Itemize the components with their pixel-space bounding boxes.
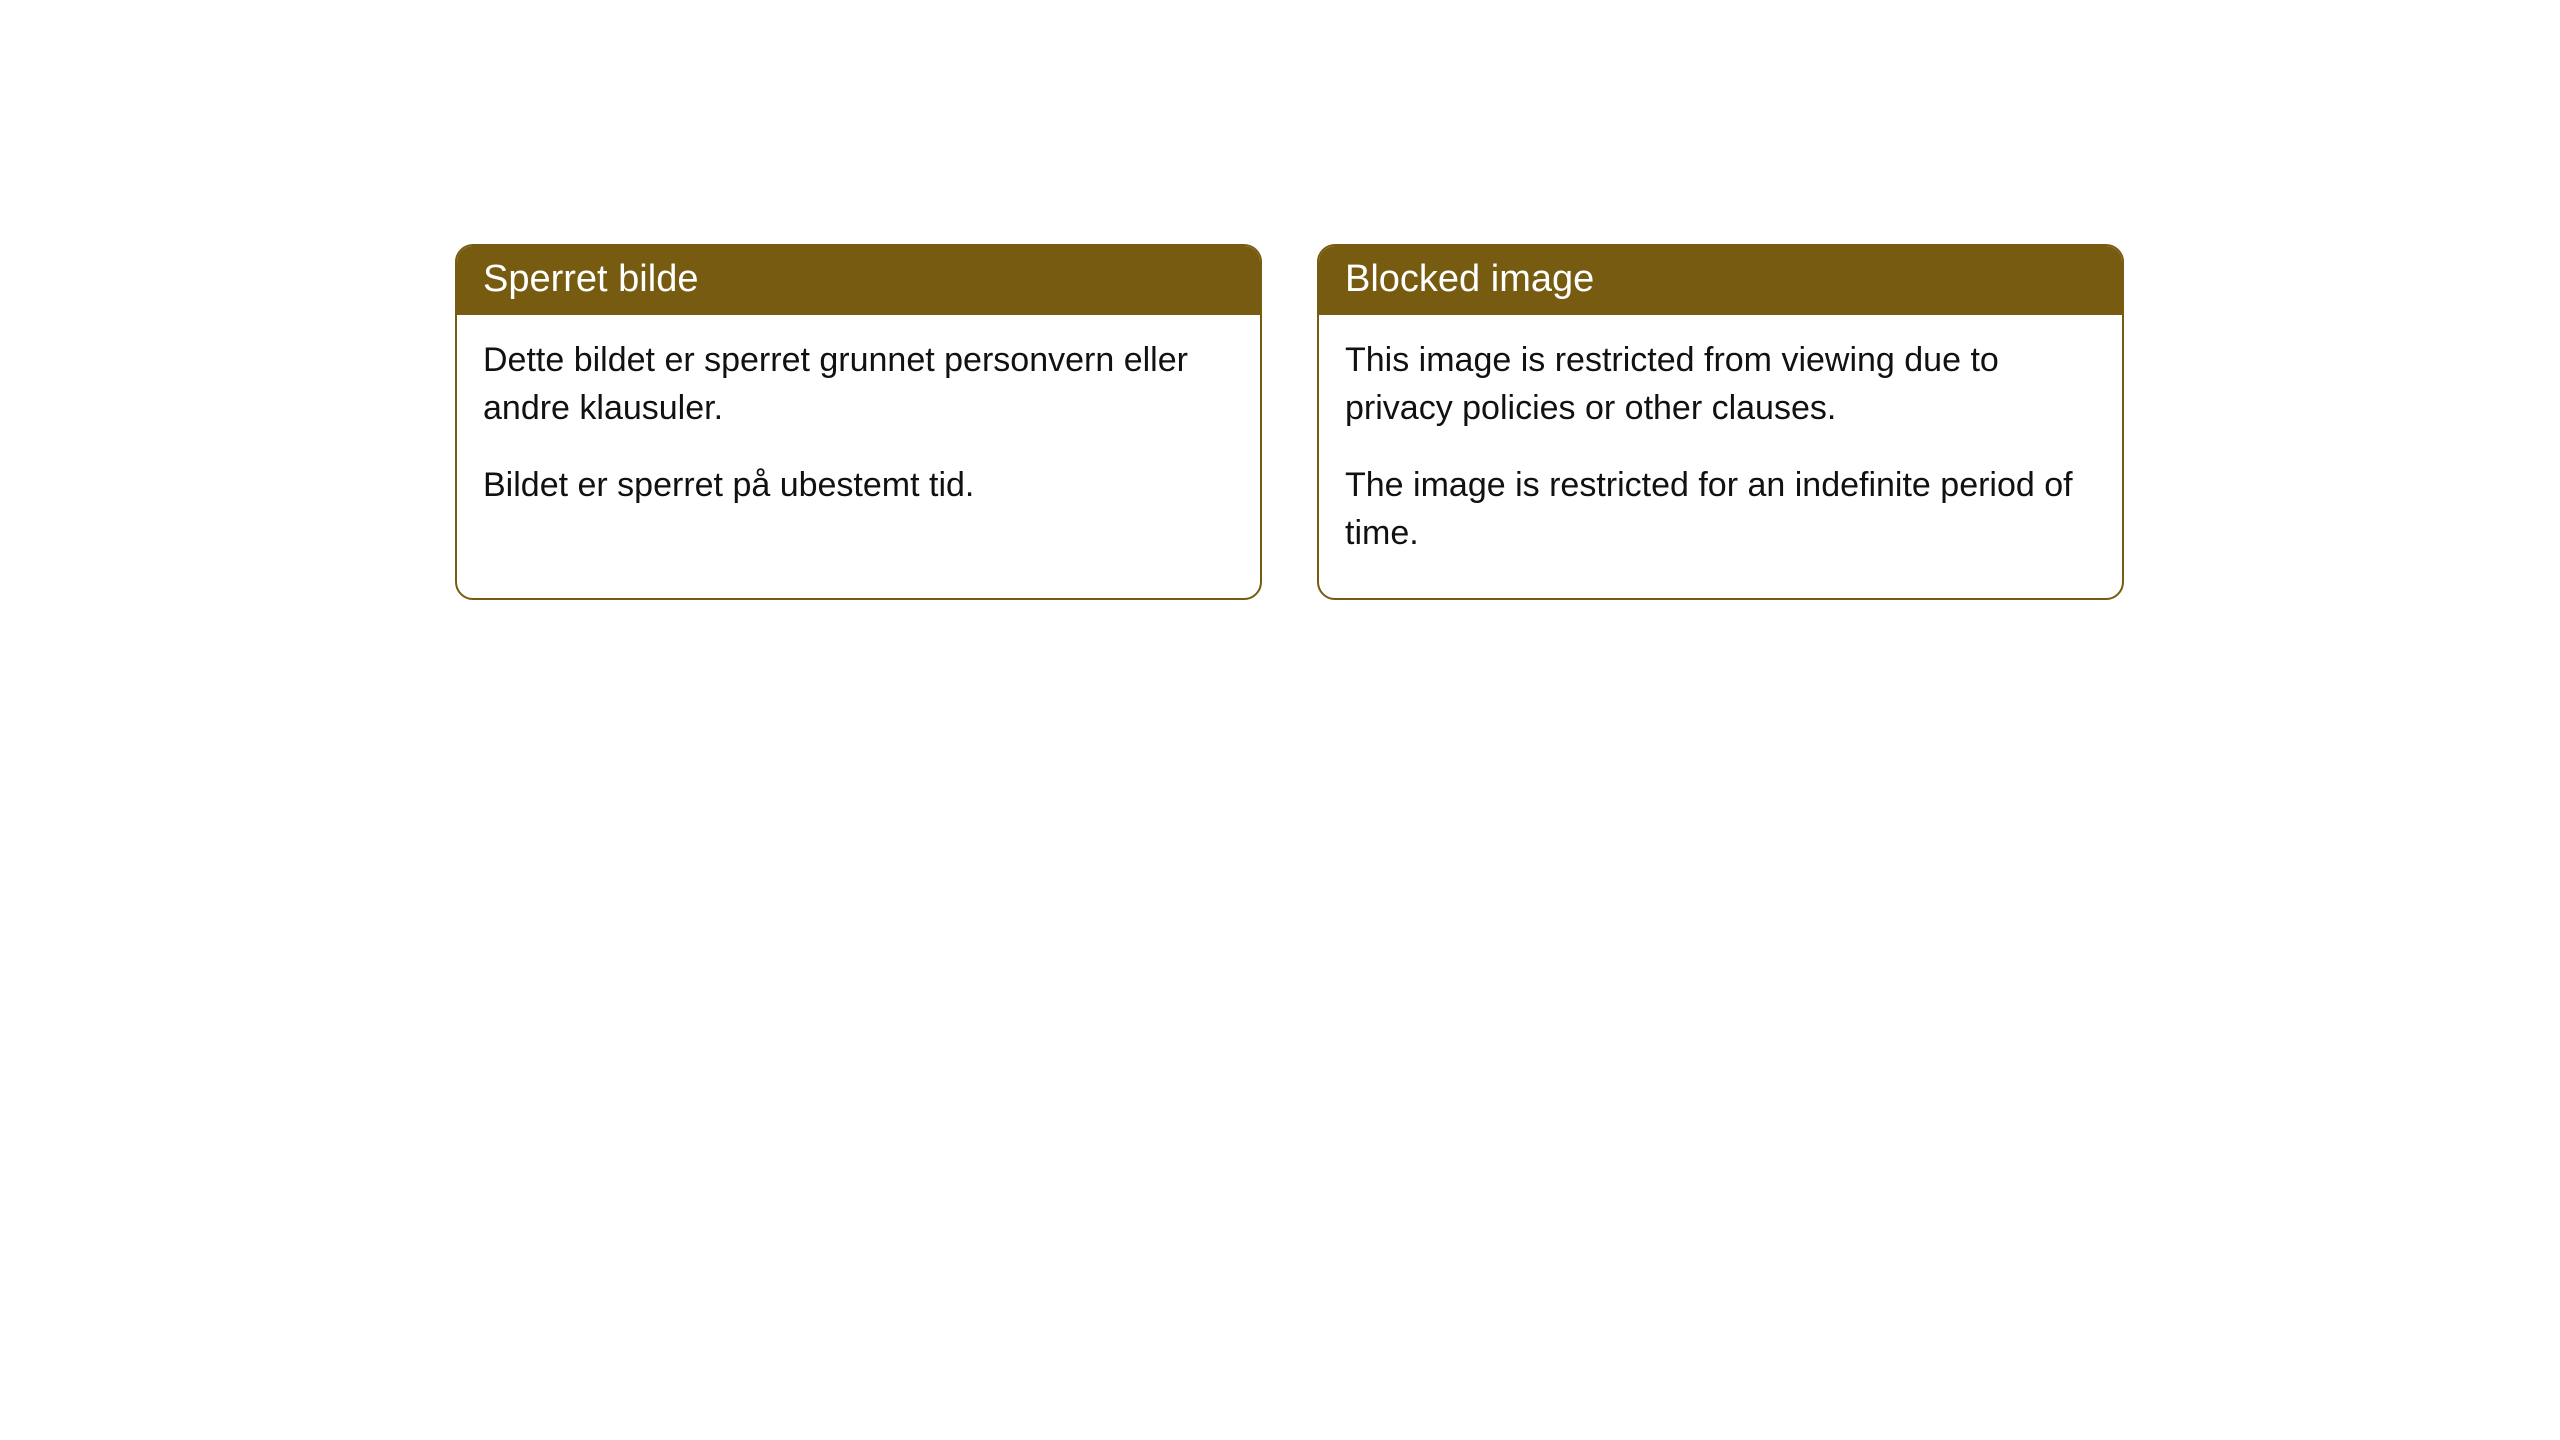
- card-header: Blocked image: [1319, 246, 2122, 315]
- card-title: Blocked image: [1345, 258, 1594, 300]
- card-paragraph: The image is restricted for an indefinit…: [1345, 462, 2096, 557]
- notice-card-norwegian: Sperret bilde Dette bildet er sperret gr…: [455, 244, 1262, 600]
- notice-card-english: Blocked image This image is restricted f…: [1317, 244, 2124, 600]
- card-header: Sperret bilde: [457, 246, 1260, 315]
- notice-cards-container: Sperret bilde Dette bildet er sperret gr…: [455, 244, 2124, 600]
- card-title: Sperret bilde: [483, 258, 698, 300]
- card-paragraph: Dette bildet er sperret grunnet personve…: [483, 337, 1234, 432]
- card-paragraph: Bildet er sperret på ubestemt tid.: [483, 462, 1234, 510]
- card-body: Dette bildet er sperret grunnet personve…: [457, 315, 1260, 550]
- card-body: This image is restricted from viewing du…: [1319, 315, 2122, 597]
- card-paragraph: This image is restricted from viewing du…: [1345, 337, 2096, 432]
